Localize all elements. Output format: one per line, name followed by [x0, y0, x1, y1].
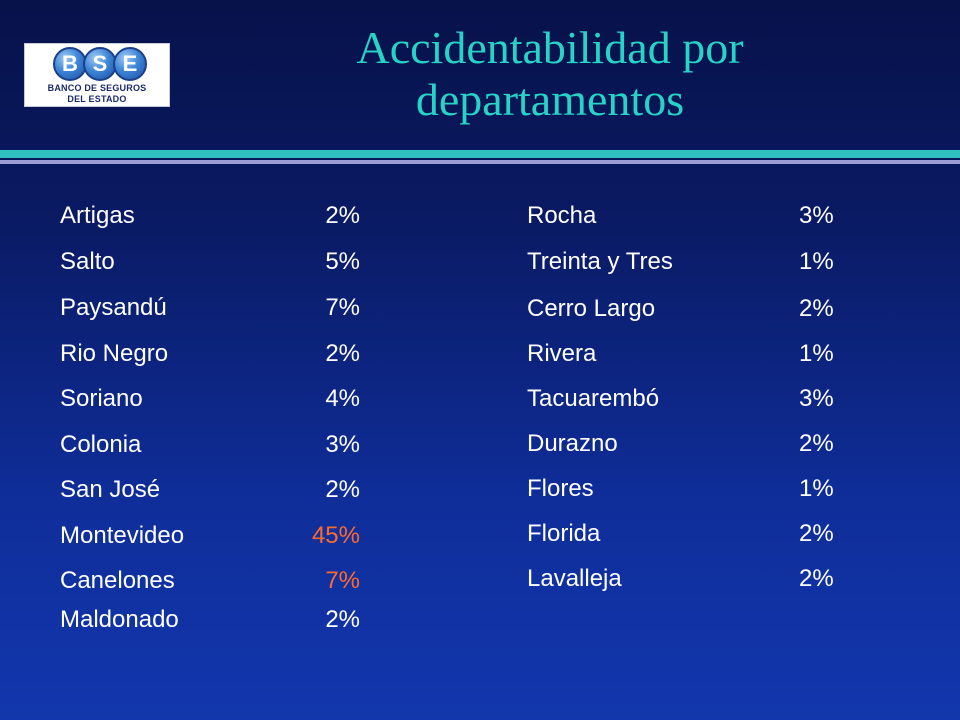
department-name: Salto [60, 248, 115, 275]
department-percent: 1% [799, 248, 834, 275]
department-percent: 2% [325, 202, 360, 229]
logo-letter-b: B [53, 47, 87, 81]
department-name: Durazno [527, 430, 618, 457]
department-name: Flores [527, 475, 594, 502]
department-percent: 1% [799, 340, 834, 367]
department-name: San José [60, 476, 161, 503]
bse-logo: B S E BANCO DE SEGUROS DEL ESTADO [24, 43, 170, 107]
logo-text-line1: BANCO DE SEGUROS [47, 83, 147, 93]
department-name: Maldonado [60, 606, 179, 633]
logo-letter-s: S [83, 47, 117, 81]
department-percent: 3% [799, 385, 834, 412]
logo-circles: B S E [53, 47, 163, 81]
department-name: Canelones [60, 567, 175, 594]
divider-teal [0, 150, 960, 158]
table-row: Florida 2% [527, 514, 847, 554]
table-row: Maldonado 2% [60, 600, 380, 640]
department-percent: 5% [325, 248, 360, 275]
table-row: Canelones 7% [60, 561, 380, 601]
department-name: Cerro Largo [527, 295, 656, 322]
department-percent: 3% [325, 431, 360, 458]
table-row: Soriano 4% [60, 379, 380, 419]
logo-text-line2: DEL ESTADO [67, 94, 127, 104]
title-line-1: Accidentabilidad por [356, 22, 744, 73]
department-name: Florida [527, 520, 601, 547]
table-row: Salto 5% [60, 242, 380, 282]
department-percent: 1% [799, 475, 834, 502]
table-row: Colonia 3% [60, 425, 380, 465]
table-row: Rivera 1% [527, 334, 847, 374]
department-percent: 2% [325, 476, 360, 503]
divider-lilac [0, 160, 960, 164]
department-percent: 7% [325, 294, 360, 321]
logo-letter-e: E [113, 47, 147, 81]
department-name: Soriano [60, 385, 143, 412]
table-row: Montevideo 45% [60, 516, 380, 556]
department-percent: 2% [799, 430, 834, 457]
department-name: Lavalleja [527, 565, 622, 592]
department-name: Rivera [527, 340, 597, 367]
table-row: Flores 1% [527, 469, 847, 509]
department-percent: 3% [799, 202, 834, 229]
table-row: Artigas 2% [60, 196, 380, 236]
department-percent: 2% [799, 520, 834, 547]
table-row: Lavalleja 2% [527, 559, 847, 599]
table-row: Cerro Largo 2% [527, 289, 847, 329]
title-line-2: departamentos [415, 74, 685, 125]
department-name: Tacuarembó [527, 385, 660, 412]
department-name: Colonia [60, 431, 142, 458]
table-row: Rio Negro 2% [60, 334, 380, 374]
table-row: Paysandú 7% [60, 288, 380, 328]
department-percent: 2% [325, 340, 360, 367]
department-name: Rio Negro [60, 340, 169, 367]
table-row: Tacuarembó 3% [527, 379, 847, 419]
table-row: Rocha 3% [527, 196, 847, 236]
department-percent: 2% [325, 606, 360, 633]
table-row: Treinta y Tres 1% [527, 242, 847, 282]
department-percent-highlight: 45% [311, 522, 360, 549]
department-name: Artigas [60, 202, 135, 229]
department-name: Montevideo [60, 522, 185, 549]
department-name: Paysandú [60, 294, 167, 321]
slide-title: Accidentabilidad por departamentos [250, 22, 850, 126]
department-percent: 4% [325, 385, 360, 412]
department-percent: 2% [799, 565, 834, 592]
department-name: Treinta y Tres [527, 248, 673, 275]
department-percent: 2% [799, 295, 834, 322]
department-name: Rocha [527, 202, 597, 229]
department-percent-highlight: 7% [325, 567, 360, 594]
table-row: Durazno 2% [527, 424, 847, 464]
table-row: San José 2% [60, 470, 380, 510]
